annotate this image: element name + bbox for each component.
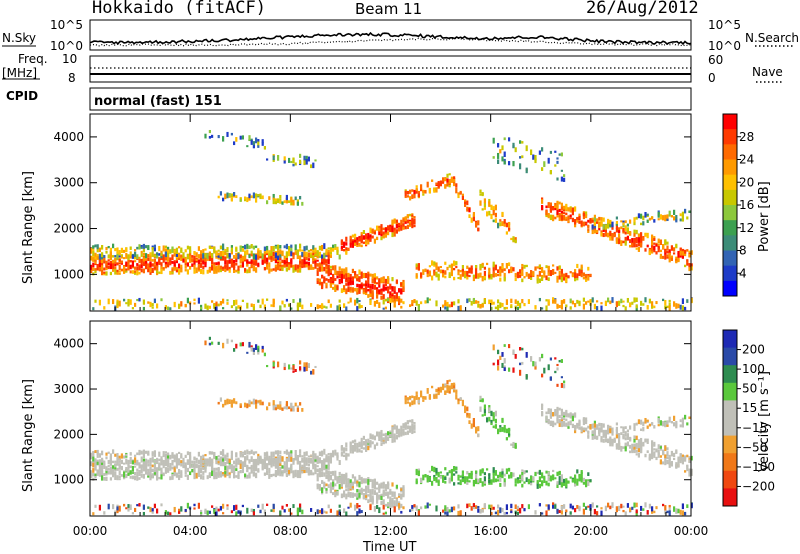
power-colorbar-tick: 28: [739, 130, 754, 144]
power-ytick-label: 2000: [53, 222, 84, 236]
velocity-colorbar-swatch: [723, 382, 737, 401]
nsky-tick-high: 10^5: [50, 18, 83, 32]
power-colorbar-swatch: [723, 129, 737, 145]
power-colorbar-swatch: [723, 220, 737, 236]
power-colorbar-swatch: [723, 189, 737, 206]
power-ytick-label: 4000: [53, 130, 84, 144]
freq-tick-high: 10: [62, 52, 77, 66]
power-colorbar-swatch: [723, 144, 737, 160]
power-heatmap: [90, 129, 693, 312]
nave-label: Nave: [752, 65, 783, 79]
power-colorbar-swatch: [723, 205, 737, 221]
power-yticks: 1000 2000 3000 4000: [53, 130, 691, 281]
velocity-colorbar-swatch: [723, 347, 737, 366]
power-colorbar-swatch: [723, 174, 737, 191]
time-tick-label: 12:00: [373, 524, 408, 538]
velocity-colorbar-swatch: [723, 435, 737, 454]
power-colorbar-swatch: [723, 159, 737, 176]
velocity-ytick-label: 2000: [53, 427, 84, 441]
date-title: 26/Aug/2012: [586, 0, 699, 18]
power-colorbar-swatch: [723, 280, 737, 297]
time-tick-label: 00:00: [73, 524, 108, 538]
power-colorbar-swatch: [723, 235, 737, 251]
power-colorbar-tick: 4: [739, 266, 747, 280]
power-ylabel: Slant Range [km]: [21, 171, 36, 284]
nsearch-tick-low: 10^0: [708, 39, 741, 53]
velocity-colorbar-tick: −15: [742, 421, 767, 435]
velocity-colorbar-swatch: [723, 365, 737, 384]
velocity-colorbar-swatch: [723, 470, 737, 489]
freq-tick-low: 8: [68, 71, 76, 85]
velocity-colorbar-swatch: [723, 488, 737, 507]
time-axis-label: Time UT: [362, 540, 416, 554]
time-tick-label: 20:00: [574, 524, 609, 538]
velocity-yticks: 1000 2000 3000 4000: [53, 337, 691, 487]
freq-unit: [MHz]: [2, 66, 37, 80]
velocity-ytick-label: 4000: [53, 337, 84, 351]
nsky-panel: N.Sky 10^5 10^0 10^5 10^0 N.Search: [2, 18, 799, 53]
velocity-colorbar-swatch: [723, 418, 737, 437]
velocity-ylabel: Slant Range [km]: [21, 379, 36, 492]
velocity-colorbar-swatch: [723, 453, 737, 472]
cpid-panel: CPID normal (fast) 151: [6, 87, 692, 111]
power-colorbar-swatch: [723, 250, 737, 267]
power-ytick-label: 3000: [53, 176, 84, 190]
beam-title: Beam 11: [355, 0, 423, 18]
velocity-ytick-label: 3000: [53, 382, 84, 396]
time-tick-label: 16:00: [473, 524, 508, 538]
velocity-colorbar-tick: 200: [742, 343, 765, 357]
nsearch-tick-high: 10^5: [708, 18, 741, 32]
power-colorbar-label: Power [dB]: [757, 181, 772, 252]
power-ytick-label: 1000: [53, 267, 84, 281]
velocity-colorbar-tick: 100: [742, 362, 765, 376]
time-axis-ticks: 00:00 04:00 08:00 12:00 16:00 20:00 00:00: [73, 114, 709, 538]
nave-tick-low: 0: [708, 71, 716, 85]
power-colorbar-tick: 16: [739, 198, 754, 212]
power-colorbar-tick: 8: [739, 244, 747, 258]
power-colorbar: 28 24 20 16 12 8 4: [722, 113, 754, 297]
velocity-colorbar-tick: −200: [742, 479, 775, 493]
cpid-label: CPID: [6, 89, 38, 103]
power-colorbar-tick: 24: [739, 153, 754, 167]
freq-panel: Freq. [MHz] 10 8 60 0 Nave: [2, 52, 784, 85]
nsky-tick-low: 10^0: [50, 39, 83, 53]
velocity-colorbar-tick: −50: [742, 440, 767, 454]
time-tick-label: 04:00: [173, 524, 208, 538]
freq-label: Freq.: [18, 52, 48, 66]
nsky-label: N.Sky: [2, 31, 36, 45]
velocity-ytick-label: 1000: [53, 473, 84, 487]
power-colorbar-tick: 12: [739, 221, 754, 235]
velocity-colorbar-swatch: [723, 400, 737, 419]
nsearch-label: N.Search: [745, 31, 799, 45]
velocity-heatmap: [90, 336, 693, 517]
time-tick-label: 00:00: [674, 524, 709, 538]
velocity-colorbar-swatch: [723, 330, 737, 349]
velocity-colorbar-label: Velocity [m s⁻¹]: [757, 371, 772, 472]
nave-tick-high: 60: [708, 53, 723, 67]
velocity-colorbar-tick: −100: [742, 460, 775, 474]
power-panel: 1000 2000 3000 4000 Slant Range [km] 28 24 20…: [21, 113, 772, 312]
velocity-colorbar-tick: 50: [742, 382, 757, 396]
velocity-panel: 1000 2000 3000 4000 Slant Range [km] 200 100…: [21, 114, 775, 554]
power-colorbar-tick: 20: [739, 175, 754, 189]
velocity-colorbar: 200 100 50 15 −15 −50 −100 −200: [722, 329, 775, 507]
power-colorbar-swatch: [723, 265, 737, 282]
velocity-colorbar-tick: 15: [742, 401, 757, 415]
station-title: Hokkaido (fitACF): [92, 0, 266, 18]
time-tick-label: 08:00: [273, 524, 308, 538]
cpid-value: normal (fast) 151: [94, 94, 222, 109]
power-colorbar-swatch: [723, 114, 737, 130]
